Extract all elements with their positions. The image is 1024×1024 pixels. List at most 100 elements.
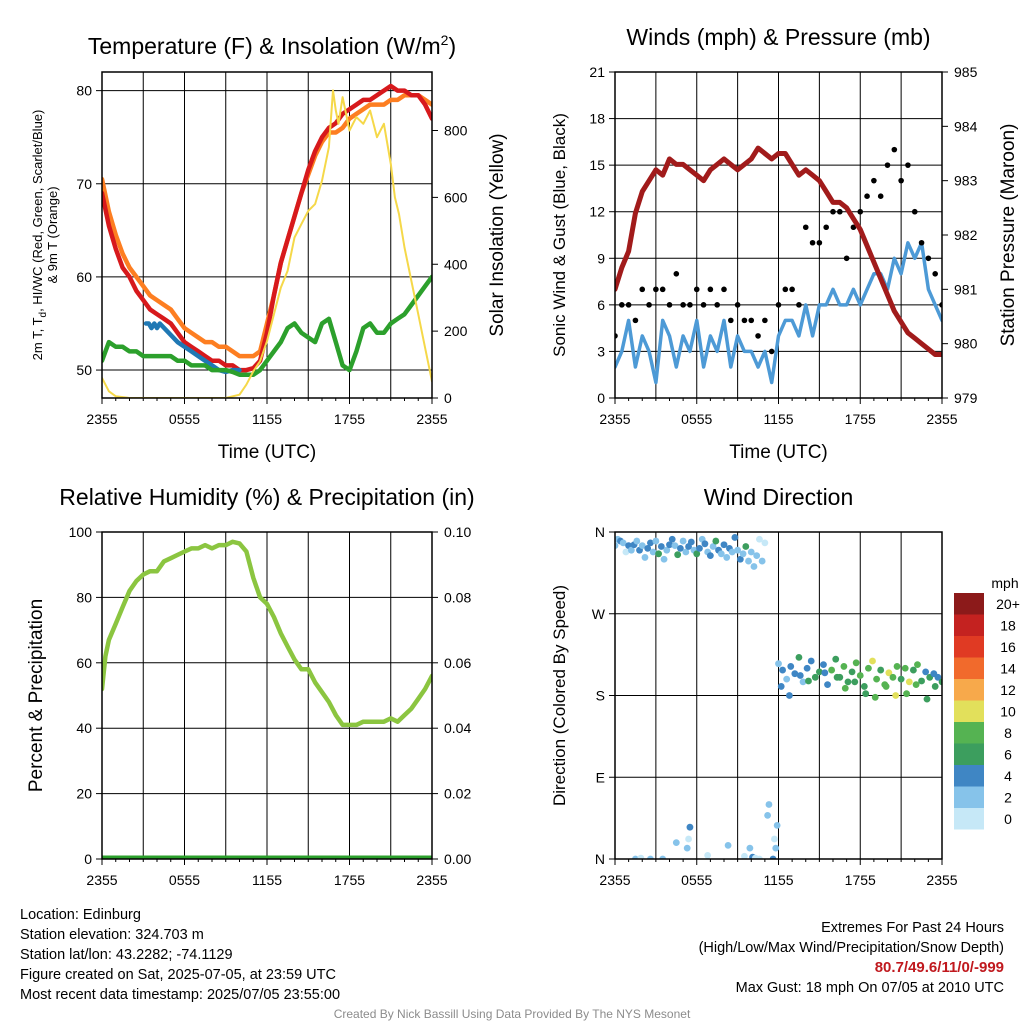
direction-point (682, 548, 690, 556)
y2-tick-label: 0.00 (444, 851, 471, 867)
x-tick-label: 2355 (416, 872, 447, 888)
direction-point (696, 544, 703, 552)
y2-tick-label: 0.04 (444, 720, 471, 736)
y2-axis-label: Solar Insolation (Yellow) (487, 133, 508, 336)
data-layer (615, 145, 942, 385)
gust-point (741, 317, 748, 324)
gust-point (918, 239, 925, 246)
colorbar-swatch (954, 722, 984, 744)
direction-point (869, 657, 876, 665)
direction-point (852, 659, 860, 667)
direction-point (796, 672, 804, 679)
y-tick-label: 0 (597, 390, 605, 406)
y-tick-label: W (592, 606, 606, 622)
insolation-line (102, 89, 432, 398)
gust-point (823, 224, 829, 231)
direction-point (647, 855, 654, 859)
y-tick-label: 3 (597, 343, 605, 359)
direction-point (841, 684, 849, 692)
x-tick-label: 1155 (763, 872, 793, 888)
direction-point (649, 548, 657, 556)
direction-point (724, 841, 732, 849)
x-tick-label: 1755 (845, 411, 876, 427)
extremes-info: Extremes For Past 24 Hours (High/Low/Max… (699, 918, 1004, 998)
direction-point (687, 538, 695, 546)
direction-point (828, 666, 836, 674)
direction-point (821, 669, 829, 677)
direction-point (746, 844, 754, 852)
direction-point (931, 683, 939, 690)
gust-point (721, 286, 727, 293)
max-gust-text: Max Gust: 18 mph On 07/05 at 2010 UTC (735, 980, 1004, 996)
direction-point (764, 812, 771, 819)
x-tick-label: 2355 (86, 872, 117, 888)
direction-point (865, 664, 872, 672)
direction-point (723, 554, 731, 561)
credit-text: Created By Nick Bassill Using Data Provi… (333, 1007, 691, 1021)
chart-title: Wind Direction (704, 484, 854, 510)
direction-point (807, 657, 815, 665)
direction-point (663, 546, 671, 554)
direction-point (791, 670, 799, 678)
direction-point (712, 537, 720, 545)
gust-point (884, 162, 891, 168)
chart-title: Relative Humidity (%) & Precipitation (i… (59, 484, 474, 510)
gust-point (789, 286, 795, 293)
gust-point (809, 239, 816, 246)
direction-point (622, 548, 630, 556)
y-axis-label: Sonic Wind & Gust (Blue, Black) (550, 113, 569, 357)
y-label-part: d (38, 312, 49, 318)
colorbar-swatch (954, 765, 984, 787)
direction-point (912, 681, 920, 688)
recent-data-text: Most recent data timestamp: 2025/07/05 2… (20, 987, 341, 1003)
x-tick-label: 2355 (416, 411, 447, 427)
colorbar-label: 16 (1000, 639, 1016, 655)
gust-point (619, 302, 625, 308)
x-tick-label: 1155 (252, 872, 282, 888)
y-axis-label: Percent & Precipitation (26, 599, 47, 792)
direction-point (811, 673, 819, 681)
chart-title: Winds (mph) & Pressure (mb) (626, 24, 930, 50)
direction-point (803, 664, 811, 672)
colorbar-label: 6 (1004, 747, 1012, 763)
direction-point (615, 542, 619, 550)
direction-point (638, 542, 646, 550)
y2-tick-label: 400 (444, 256, 468, 272)
direction-point (641, 554, 649, 561)
direction-point (909, 666, 917, 674)
y2-tick-label: 979 (954, 390, 978, 406)
colorbar-swatch (954, 786, 984, 808)
direction-point (922, 668, 930, 676)
y-label-part: , HI/WC (Red, Green, Scarlet/Blue) (30, 110, 45, 312)
gust-point (762, 317, 768, 324)
direction-point (731, 534, 739, 541)
direction-point (871, 693, 879, 701)
gust-point (714, 302, 720, 308)
gust-point (871, 177, 877, 184)
gust-point (911, 208, 918, 215)
gust-point (666, 302, 673, 308)
direction-point (717, 550, 725, 558)
gust-point (639, 286, 646, 293)
colorbar-label: 18 (1000, 618, 1016, 634)
colorbar-swatch (954, 593, 984, 615)
extremes-description: (High/Low/Max Wind/Precipitation/Snow De… (698, 940, 1004, 956)
y2-tick-label: 982 (954, 227, 978, 243)
chart-panel-4: N E S W N 2355 0555 1155 1755 2355 Wind Direction D… (550, 484, 1020, 888)
y-tick-label: 6 (597, 297, 605, 313)
direction-point (860, 683, 868, 690)
data-layer (615, 534, 942, 859)
direction-point (905, 678, 913, 686)
direction-point (660, 555, 668, 563)
y2-tick-label: 0 (444, 390, 452, 406)
direction-point (848, 668, 856, 676)
direction-point (862, 690, 870, 698)
y-tick-label: 70 (76, 176, 92, 192)
colorbar-label: 0 (1004, 811, 1012, 827)
direction-point (783, 675, 791, 683)
temp-line (102, 83, 432, 373)
colorbar-swatch (954, 657, 984, 679)
x-tick-label: 0555 (681, 411, 712, 427)
direction-point (720, 541, 728, 549)
